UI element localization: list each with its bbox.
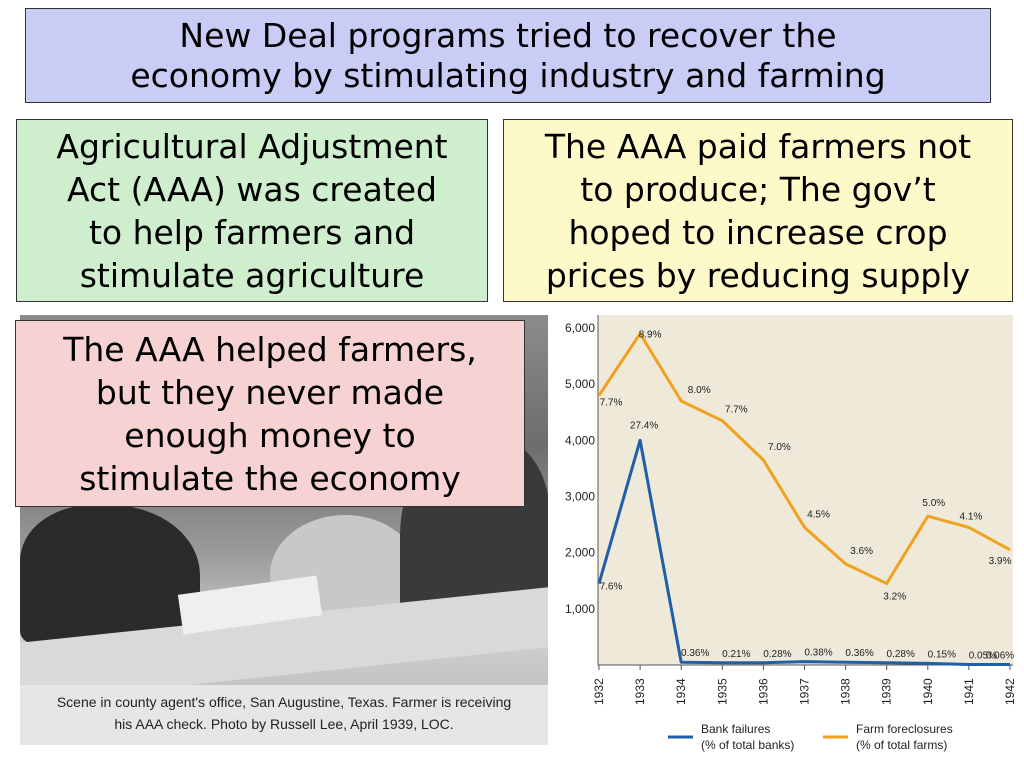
farm-data-label: 8.0% [688,385,711,396]
farm-data-label: 3.9% [989,556,1012,567]
bank-data-label: 0.28% [763,649,791,660]
y-tick-label: 3,000 [565,490,595,504]
aaa-helped-line-2: but they never made [95,372,445,412]
aaa-helped-line-1: The AAA helped farmers, [63,329,477,369]
aaa-paid-line-3: hoped to increase crop [568,212,948,252]
aaa-created-line-3: to help farmers and [88,212,416,252]
farm-data-label: 8.9% [639,330,662,341]
x-tick-label: 1935 [715,678,729,705]
farm-data-label: 4.1% [960,511,983,522]
bank-data-label: 27.4% [630,420,658,431]
bank-farm-chart: 1,000 2,000 3,000 4,000 5,000 6,000 1932 1933 19… [555,315,1024,768]
title-line-1: New Deal programs tried to recover the [179,15,837,55]
photo-caption-line-1: Scene in county agent's office, San Augu… [56,694,512,710]
bank-failures-line [597,438,1010,666]
x-tick-label: 1936 [756,678,770,705]
legend-bank-label-1: Bank failures [701,722,770,736]
aaa-created-box: Agricultural Adjustment Act (AAA) was cr… [16,119,488,302]
legend-farm-label-1: Farm foreclosures [856,722,953,736]
slide-title: New Deal programs tried to recover the e… [25,8,991,103]
farm-data-label: 4.5% [807,509,830,520]
farm-data-label: 7.0% [768,442,791,453]
y-tick-label: 6,000 [565,321,595,335]
x-tick-label: 1940 [921,678,935,705]
x-tick-label: 1932 [592,678,606,705]
farm-data-label: 7.7% [725,405,748,416]
aaa-helped-box: The AAA helped farmers, but they never m… [15,320,525,507]
bank-data-label: 0.21% [722,649,750,660]
farm-data-label: 7.7% [600,397,623,408]
x-tick-label: 1933 [633,678,647,705]
chart-svg: 1,000 2,000 3,000 4,000 5,000 6,000 1932 1933 19… [565,315,1017,752]
aaa-paid-line-4: prices by reducing supply [545,255,971,295]
bank-data-label: 0.15% [928,649,956,660]
farm-data-label: 3.2% [883,592,906,603]
aaa-created-line-2: Act (AAA) was created [67,169,437,209]
bank-data-label: 0.28% [887,649,915,660]
bank-data-label: 0.05% [969,650,997,661]
x-tick-label: 1934 [674,678,688,705]
aaa-created-line-4: stimulate agriculture [79,255,425,295]
bank-data-label: 0.06% [986,650,1014,661]
plot-background [598,315,1013,665]
bank-data-label: 0.36% [681,648,709,659]
photo-caption: Scene in county agent's office, San Augu… [20,691,548,735]
y-tick-label: 4,000 [565,433,595,447]
x-tick-label: 1942 [1003,678,1017,705]
farm-data-label: 3.6% [850,546,873,557]
aaa-paid-line-1: The AAA paid farmers not [544,126,972,166]
aaa-paid-line-2: to produce; The gov’t [580,169,936,209]
legend-farm-label-2: (% of total farms) [856,738,947,752]
photo-figure-left [20,505,200,645]
bank-data-label: 7.6% [600,582,623,593]
x-tick-label: 1941 [962,678,976,705]
title-line-2: economy by stimulating industry and farm… [130,55,886,95]
x-tick-label: 1937 [798,678,812,705]
aaa-created-line-1: Agricultural Adjustment [56,126,448,166]
y-tick-label: 5,000 [565,377,595,391]
x-tick-label: 1939 [880,678,894,705]
farm-foreclosures-line [597,332,1011,586]
bank-data-label: 0.38% [804,648,832,659]
aaa-paid-box: The AAA paid farmers not to produce; The… [503,119,1013,302]
bank-data-label: 0.36% [845,648,873,659]
aaa-helped-line-4: stimulate the economy [79,458,461,498]
farm-data-label: 5.0% [922,498,945,509]
legend-bank-label-2: (% of total banks) [701,738,794,752]
photo-caption-band [20,685,548,745]
y-tick-label: 2,000 [565,546,595,560]
y-tick-label: 1,000 [565,602,595,616]
aaa-helped-line-3: enough money to [124,415,416,455]
photo-caption-line-2: his AAA check. Photo by Russell Lee, Apr… [114,716,454,732]
x-tick-label: 1938 [839,678,853,705]
